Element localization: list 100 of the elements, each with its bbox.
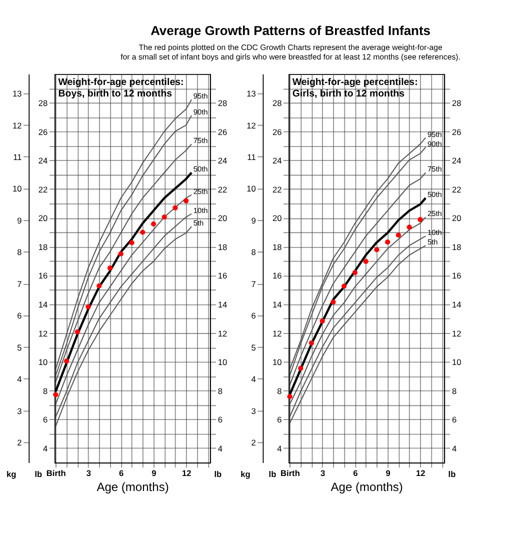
y-tick-label: 3 — [17, 406, 22, 416]
y2-tick-label: 14 — [38, 299, 48, 310]
y-tick-label: 9 — [251, 215, 256, 226]
y2-tick-label: 4 — [277, 443, 282, 454]
y3-tick-label: 8 — [218, 386, 223, 396]
x-tick-label: 9 — [386, 468, 391, 478]
y2-tick-label: 6 — [277, 414, 282, 425]
y2-tick-label: 22 — [38, 184, 48, 194]
y-tick-label: 8 — [17, 247, 22, 258]
y3-tick-label: 16 — [452, 270, 462, 281]
y3-tick-label: 14 — [452, 299, 462, 310]
y2-tick-label: 6 — [43, 414, 48, 425]
x-axis-title: Age (months) — [96, 480, 169, 494]
x-tick-label: 3 — [86, 468, 92, 478]
y-tick-label: 10 — [246, 184, 256, 194]
y-tick-label: 3 — [251, 406, 256, 416]
y3-tick-label: 22 — [218, 184, 228, 194]
y-tick-label: 2 — [251, 437, 256, 448]
series-label: 50th — [193, 164, 208, 174]
series-label: 90th — [427, 139, 442, 148]
y3-tick-label: 28 — [218, 98, 228, 108]
y-tick-label: 13 — [12, 88, 22, 99]
y-tick-label: 5 — [17, 342, 22, 352]
y-tick-label: 9 — [17, 215, 22, 226]
y2-tick-label: 10 — [272, 357, 282, 368]
y-tick-label: 10 — [12, 184, 22, 194]
x-axis-title: Age (months) — [330, 480, 403, 494]
y3-axis-title: lb — [268, 468, 276, 479]
y2-tick-label: 8 — [277, 386, 282, 396]
series-label: 95th — [193, 92, 208, 101]
y2-axis-title: lb — [214, 468, 222, 479]
y3-tick-label: 24 — [218, 156, 228, 166]
y3-tick-label: 24 — [452, 156, 462, 166]
y3-tick-label: 18 — [218, 242, 228, 252]
series-label: 50th — [427, 190, 442, 200]
y-tick-label: 11 — [247, 152, 256, 162]
y-tick-label: 6 — [17, 310, 22, 321]
y3-tick-label: 22 — [452, 184, 462, 194]
y2-tick-label: 12 — [38, 328, 48, 338]
series-label: 5th — [427, 238, 438, 247]
x-tick-label: Birth — [280, 468, 300, 478]
y3-tick-label: 4 — [218, 443, 223, 454]
y-tick-label: 8 — [251, 247, 256, 258]
y-tick-label: 2 — [17, 437, 22, 448]
y2-tick-label: 10 — [38, 357, 48, 368]
y3-tick-label: 6 — [452, 414, 457, 425]
y-tick-label: 12 — [12, 120, 22, 130]
y3-tick-label: 14 — [218, 299, 228, 310]
y3-tick-label: 28 — [452, 98, 462, 108]
y2-tick-label: 26 — [38, 126, 48, 137]
y3-axis-title: lb — [34, 468, 42, 479]
y2-tick-label: 28 — [272, 98, 282, 108]
y3-tick-label: 10 — [218, 357, 228, 368]
text: Weight-for-age percentiles: Girls, birth to 12 months — [292, 77, 418, 100]
x-tick-label: 12 — [182, 468, 192, 478]
y2-tick-label: 24 — [272, 156, 282, 166]
y2-tick-label: 28 — [38, 98, 48, 108]
y2-axis-title: lb — [448, 468, 456, 479]
y-tick-label: 5 — [251, 342, 256, 352]
y3-tick-label: 10 — [452, 357, 462, 368]
x-tick-label: 6 — [353, 468, 358, 478]
y-tick-label: 7 — [17, 278, 22, 289]
y2-tick-label: 12 — [272, 328, 282, 338]
y2-tick-label: 20 — [272, 213, 282, 224]
y-tick-label: 11 — [13, 152, 22, 162]
y2-tick-label: 18 — [272, 242, 282, 252]
y2-tick-label: 26 — [272, 126, 282, 137]
text: Average Growth Patterns of Breastfed Infants — [150, 23, 430, 38]
y-axis-title: kg — [240, 468, 250, 479]
y3-tick-label: 16 — [218, 270, 228, 281]
series-label: 25th — [427, 209, 442, 218]
y-tick-label: 13 — [246, 88, 256, 99]
y2-tick-label: 8 — [43, 386, 48, 396]
series-label: 10th — [427, 228, 442, 238]
y3-tick-label: 12 — [218, 328, 228, 338]
series-label: 90th — [193, 108, 208, 117]
y3-tick-label: 26 — [218, 126, 228, 137]
y-tick-label: 12 — [246, 120, 256, 130]
y2-tick-label: 18 — [38, 242, 48, 252]
x-tick-label: Birth — [46, 468, 66, 478]
series-label: 10th — [193, 206, 208, 215]
x-tick-label: 9 — [152, 468, 157, 478]
y-tick-label: 4 — [17, 374, 22, 384]
y2-tick-label: 24 — [38, 156, 48, 166]
y2-tick-label: 4 — [43, 443, 48, 454]
y3-tick-label: 18 — [452, 242, 462, 252]
y2-tick-label: 16 — [38, 270, 48, 281]
series-label: 25th — [193, 186, 208, 196]
series-label: 95th — [427, 130, 442, 139]
text: Weight-for-age percentiles: Boys, birth to 12 months — [58, 77, 184, 100]
y3-tick-label: 4 — [452, 443, 457, 454]
y-tick-label: 6 — [251, 310, 256, 321]
y2-tick-label: 14 — [272, 299, 282, 310]
y-tick-label: 4 — [251, 374, 256, 384]
y3-tick-label: 20 — [452, 213, 462, 224]
series-label: 75th — [193, 136, 208, 146]
x-tick-label: 12 — [416, 468, 426, 478]
y3-tick-label: 12 — [452, 328, 462, 338]
y3-tick-label: 26 — [452, 126, 462, 137]
series-label: 5th — [193, 218, 204, 228]
